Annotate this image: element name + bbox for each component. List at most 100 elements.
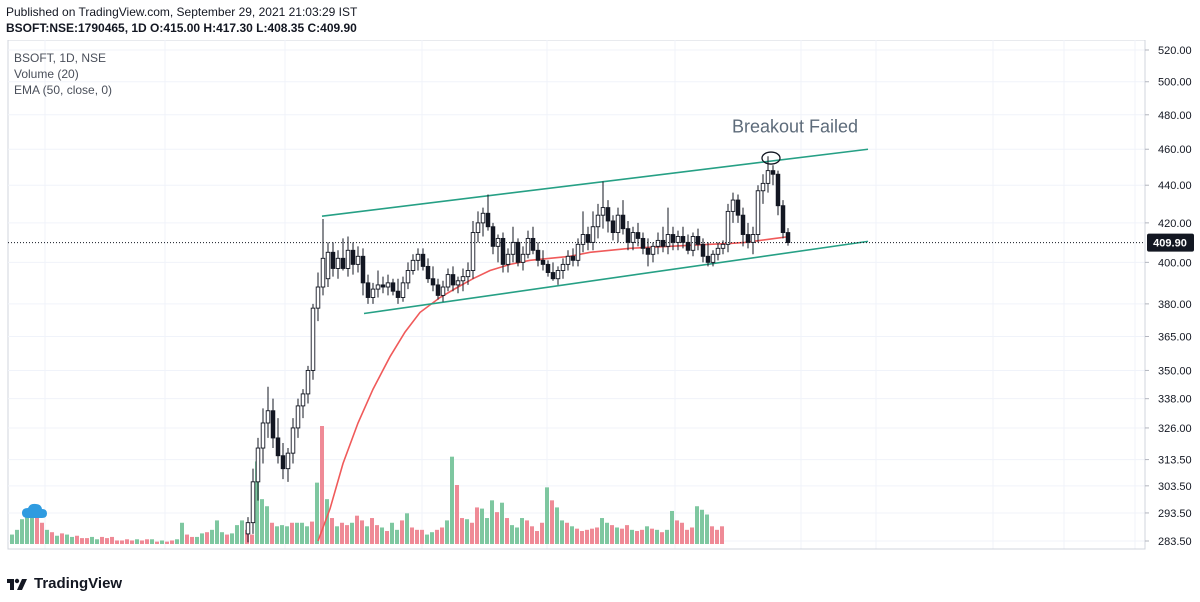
- candle-body: [250, 481, 256, 524]
- volume-bar: [30, 514, 34, 544]
- volume-bar: [455, 485, 459, 544]
- ema-50-line: [317, 235, 791, 542]
- volume-bar: [665, 529, 669, 544]
- candle-body: [410, 259, 416, 271]
- price-tick-label: 350.00: [1158, 365, 1192, 377]
- volume-bar: [670, 510, 674, 544]
- candle-body: [645, 247, 651, 255]
- candle-body: [620, 214, 626, 230]
- candle-body: [400, 282, 406, 298]
- volume-bar: [25, 508, 29, 544]
- candle-body: [465, 270, 471, 278]
- volume-bar: [150, 539, 154, 544]
- time-tick-label: 25: [1129, 553, 1141, 554]
- volume-bar: [530, 526, 534, 544]
- candle-body: [595, 214, 601, 228]
- price-tick-label: 293.50: [1158, 508, 1192, 520]
- candle-body: [525, 237, 531, 255]
- volume-bar: [300, 522, 304, 544]
- time-tick-label: Apr: [36, 553, 53, 554]
- volume-bar: [340, 522, 344, 544]
- volume-bar: [295, 522, 299, 544]
- volume-bar: [690, 527, 694, 544]
- volume-bar: [215, 520, 219, 544]
- volume-bar: [475, 507, 479, 544]
- candle-body: [755, 190, 761, 235]
- volume-bar: [650, 528, 654, 544]
- volume-bar: [575, 528, 579, 544]
- candle-body: [285, 452, 291, 470]
- volume-bar: [35, 514, 39, 544]
- volume-bar: [470, 522, 474, 544]
- candle-body: [550, 272, 556, 280]
- candle-body: [735, 199, 741, 216]
- volume-bar: [645, 526, 649, 544]
- candle-body: [450, 274, 456, 286]
- time-tick-label: Jun: [276, 553, 294, 554]
- volume-bar: [350, 522, 354, 544]
- volume-bar: [410, 527, 414, 544]
- candle-body: [675, 236, 681, 243]
- price-tick-label: 380.00: [1158, 299, 1192, 311]
- candle-body: [385, 282, 391, 288]
- volume-bar: [705, 514, 709, 544]
- volume-bar: [85, 538, 89, 544]
- candle-body: [295, 405, 301, 429]
- volume-bar: [720, 526, 724, 544]
- volume-bar: [170, 540, 174, 544]
- volume-bar: [535, 531, 539, 544]
- candle-body: [695, 236, 701, 245]
- volume-bar: [285, 526, 289, 544]
- volume-bar: [540, 522, 544, 544]
- volume-bar: [680, 522, 684, 544]
- volume-bar: [195, 536, 199, 544]
- time-tick-label: Jul: [415, 553, 429, 554]
- volume-bar: [60, 533, 64, 544]
- candle-body: [530, 237, 536, 251]
- volume-bar: [390, 522, 394, 544]
- volume-bar: [420, 529, 424, 544]
- candle-body: [370, 288, 376, 298]
- candle-body: [590, 226, 596, 243]
- candle-body: [325, 251, 331, 280]
- candle-body: [650, 245, 656, 255]
- candle-body: [455, 280, 461, 286]
- candle-body: [300, 393, 306, 407]
- candle-body: [745, 234, 751, 243]
- volume-bar: [265, 506, 269, 544]
- candle-body: [630, 232, 636, 243]
- candle-body: [610, 220, 616, 234]
- volume-bar: [585, 529, 589, 544]
- price-chart[interactable]: Breakout Failed 283.50 293.50 303.50 313.50…: [0, 40, 1200, 554]
- volume-bar: [255, 461, 259, 544]
- candle-body: [310, 307, 316, 371]
- candle-body: [535, 249, 541, 261]
- candle-body: [585, 234, 591, 243]
- candle-body: [750, 234, 756, 243]
- volume-bar: [55, 535, 59, 544]
- footer-brand: TradingView: [6, 575, 122, 592]
- price-tick-label: 480.00: [1158, 110, 1192, 122]
- candle-body: [655, 239, 661, 247]
- candle-body: [580, 234, 586, 245]
- volume-bar: [180, 522, 184, 544]
- volume-bar: [235, 525, 239, 544]
- volume-bar: [565, 522, 569, 544]
- volume-bar: [685, 529, 689, 544]
- candle-body: [730, 199, 736, 212]
- volume-bar: [570, 526, 574, 544]
- candle-body: [600, 207, 606, 216]
- volume-bar: [450, 456, 454, 544]
- volume-bar: [115, 540, 119, 544]
- candle-body: [555, 270, 561, 280]
- volume-bar: [580, 531, 584, 544]
- volume-bar: [505, 518, 509, 544]
- volume-bar: [80, 538, 84, 544]
- candle-body: [355, 255, 361, 265]
- volume-bar: [315, 482, 319, 544]
- time-tick-label: 13: [1058, 553, 1070, 554]
- volume-bar: [100, 536, 104, 544]
- time-tick-label: May: [155, 553, 176, 554]
- volume-bar: [465, 519, 469, 544]
- volume-bar: [430, 532, 434, 544]
